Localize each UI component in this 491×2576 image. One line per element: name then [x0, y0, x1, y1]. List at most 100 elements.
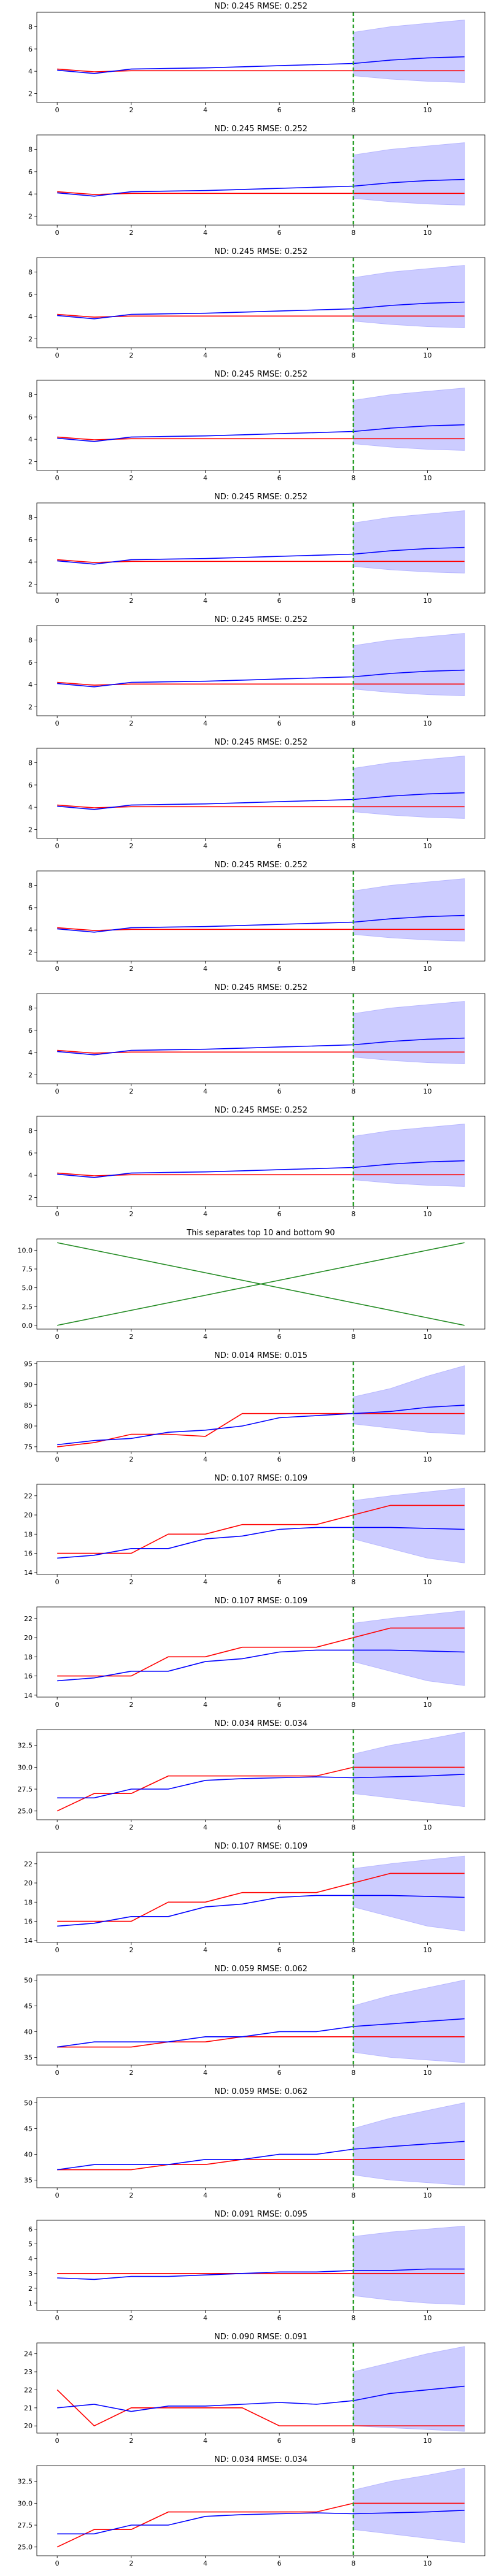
x-tick-label: 0 — [55, 2314, 60, 2322]
x-tick-label: 8 — [351, 842, 355, 850]
x-tick-label: 10 — [423, 1701, 431, 1709]
x-tick-label: 0 — [55, 229, 60, 237]
x-tick-label: 2 — [129, 229, 133, 237]
x-tick-label: 6 — [277, 1210, 282, 1218]
x-tick-label: 4 — [203, 2314, 207, 2322]
x-tick-label: 4 — [203, 106, 207, 114]
y-tick-label: 8 — [28, 1127, 33, 1135]
target-line — [57, 681, 465, 686]
x-tick-label: 0 — [55, 2069, 60, 2077]
x-tick-label: 10 — [423, 1946, 431, 1954]
y-tick-label: 16 — [24, 1918, 33, 1926]
prediction-interval-band — [353, 1855, 465, 1931]
target-line — [57, 1873, 465, 1922]
x-tick-label: 2 — [129, 842, 133, 850]
plot-area — [57, 871, 465, 961]
x-tick-label: 6 — [277, 229, 282, 237]
x-tick-label: 10 — [423, 1578, 431, 1586]
x-tick-label: 10 — [423, 719, 431, 727]
chart-panel-13: ND: 0.107 RMSE: 0.109 0 2 4 6 8 10 14 16 18 20 22 — [24, 1474, 485, 1586]
y-tick-label: 30.0 — [18, 2499, 33, 2507]
target-line — [57, 2159, 465, 2171]
chart-panel-6: ND: 0.245 RMSE: 0.252 0 2 4 6 8 10 2 4 6 8 — [28, 615, 485, 727]
chart-title: ND: 0.245 RMSE: 0.252 — [214, 861, 307, 870]
chart-panel-17: ND: 0.059 RMSE: 0.062 0 2 4 6 8 10 35 40 45 50 — [24, 1965, 485, 2077]
x-tick-label: 0 — [55, 597, 60, 605]
y-tick-label: 2 — [28, 580, 33, 588]
y-tick-label: 6 — [28, 904, 33, 912]
y-tick-label: 6 — [28, 413, 33, 421]
x-tick-label: 8 — [351, 1701, 355, 1709]
plot-area — [57, 1362, 465, 1452]
prediction-interval-band — [353, 510, 465, 573]
y-tick-label: 8 — [28, 759, 33, 767]
prediction-interval-band — [353, 2226, 465, 2305]
x-tick-label: 2 — [129, 1823, 133, 1831]
x-tick-label: 0 — [55, 2559, 60, 2567]
x-tick-label: 0 — [55, 1087, 60, 1095]
x-tick-label: 8 — [351, 965, 355, 973]
y-tick-label: 20 — [24, 1511, 33, 1519]
y-tick-label: 32.5 — [18, 1742, 33, 1750]
x-tick-label: 10 — [423, 2559, 431, 2567]
y-tick-label: 8 — [28, 514, 33, 522]
x-tick-label: 6 — [277, 2559, 282, 2567]
chart-title: ND: 0.059 RMSE: 0.062 — [214, 1965, 307, 1974]
x-tick-label: 2 — [129, 2314, 133, 2322]
y-tick-label: 50 — [24, 2099, 33, 2107]
x-tick-label: 4 — [203, 1823, 207, 1831]
y-tick-label: 90 — [24, 1381, 33, 1389]
y-tick-label: 2 — [28, 826, 33, 834]
y-tick-label: 80 — [24, 1422, 33, 1430]
chart-title: ND: 0.091 RMSE: 0.095 — [214, 2210, 307, 2219]
target-line — [57, 1627, 465, 1677]
x-tick-label: 10 — [423, 351, 431, 359]
y-tick-label: 20 — [24, 2422, 33, 2430]
plot-area — [57, 1242, 465, 1326]
forecast-line — [57, 2141, 465, 2171]
y-tick-label: 2 — [28, 212, 33, 220]
y-tick-label: 22 — [24, 2386, 33, 2394]
y-tick-label: 7.5 — [22, 1265, 33, 1273]
plot-area — [57, 1607, 465, 1697]
y-tick-label: 5.0 — [22, 1284, 33, 1292]
x-tick-label: 8 — [351, 1946, 355, 1954]
x-tick-label: 10 — [423, 965, 431, 973]
y-tick-label: 14 — [24, 1937, 33, 1945]
prediction-interval-band — [353, 1979, 465, 2063]
x-tick-label: 8 — [351, 1455, 355, 1463]
axes-frame — [36, 134, 485, 226]
x-tick-label: 6 — [277, 1578, 282, 1586]
y-tick-label: 20 — [24, 1879, 33, 1887]
x-tick-label: 8 — [351, 1823, 355, 1831]
axes-frame — [36, 2220, 485, 2311]
x-tick-label: 2 — [129, 1578, 133, 1586]
x-tick-label: 2 — [129, 351, 133, 359]
x-tick-label: 0 — [55, 1455, 60, 1463]
x-tick-label: 0 — [55, 719, 60, 727]
y-tick-label: 3 — [28, 2270, 33, 2278]
y-tick-label: 23 — [24, 2368, 33, 2376]
prediction-interval-band — [353, 388, 465, 451]
plot-area — [57, 2098, 465, 2188]
y-tick-label: 22 — [24, 1860, 33, 1868]
x-tick-label: 4 — [203, 351, 207, 359]
x-tick-label: 10 — [423, 1823, 431, 1831]
chart-panel-15: ND: 0.034 RMSE: 0.034 0 2 4 6 8 10 25.0 27.5 30.0… — [18, 1719, 485, 1831]
y-tick-label: 4 — [28, 558, 33, 566]
prediction-interval-band — [353, 265, 465, 328]
y-tick-label: 8 — [28, 882, 33, 890]
y-tick-label: 18 — [24, 1653, 33, 1661]
target-line — [57, 1413, 465, 1447]
target-line — [57, 436, 465, 440]
axes-frame — [36, 1974, 485, 2066]
axes-frame — [36, 257, 485, 348]
y-tick-label: 4 — [28, 435, 33, 443]
y-tick-label: 2 — [28, 458, 33, 466]
axes-frame — [36, 502, 485, 594]
chart-panel-9: ND: 0.245 RMSE: 0.252 0 2 4 6 8 10 2 4 6 8 — [28, 983, 485, 1095]
x-tick-label: 4 — [203, 2559, 207, 2567]
chart-panel-1: ND: 0.245 RMSE: 0.252 0 2 4 6 8 10 2 4 6 8 — [28, 2, 485, 114]
chart-title: ND: 0.245 RMSE: 0.252 — [214, 247, 307, 256]
